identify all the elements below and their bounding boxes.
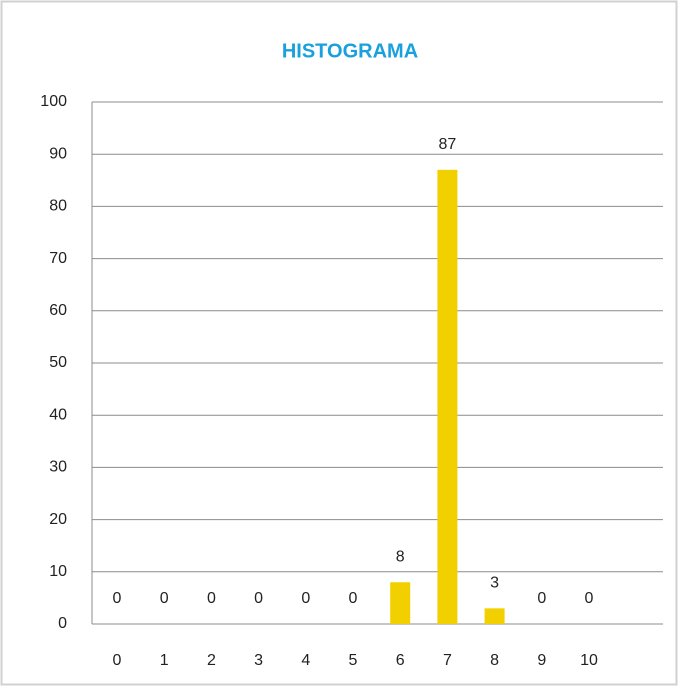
data-label: 87 [439,136,457,153]
bar [390,582,411,624]
bar [437,169,458,625]
x-tick-label: 7 [443,652,452,669]
data-label: 0 [113,590,122,607]
x-tick-label: 0 [113,652,122,669]
y-tick-label: 50 [49,354,67,371]
x-tick-label: 9 [537,652,546,669]
bar [484,608,505,624]
data-label: 0 [349,590,358,607]
x-tick-label: 6 [396,652,405,669]
data-label: 0 [537,590,546,607]
x-tick-label: 5 [349,652,358,669]
y-tick-label: 90 [49,145,67,162]
y-tick-label: 20 [49,511,67,528]
y-tick-label: 60 [49,302,67,319]
data-label: 0 [585,590,594,607]
data-label: 0 [160,590,169,607]
y-tick-label: 0 [58,615,67,632]
y-tick-label: 10 [49,563,67,580]
y-tick-label: 70 [49,250,67,267]
x-tick-label: 3 [254,652,263,669]
data-label: 0 [207,590,216,607]
x-tick-label: 8 [490,652,499,669]
chart-title: HISTOGRAMA [282,40,418,62]
y-tick-label: 100 [40,93,67,110]
y-tick-label: 40 [49,406,67,423]
y-tick-label: 30 [49,459,67,476]
data-label: 8 [396,548,405,565]
x-tick-label: 1 [160,652,169,669]
data-label: 0 [254,590,263,607]
x-tick-label: 2 [207,652,216,669]
x-tick-label: 4 [301,652,310,669]
data-label: 0 [301,590,310,607]
y-tick-label: 80 [49,198,67,215]
data-label: 3 [490,575,499,592]
x-tick-label: 10 [580,652,598,669]
